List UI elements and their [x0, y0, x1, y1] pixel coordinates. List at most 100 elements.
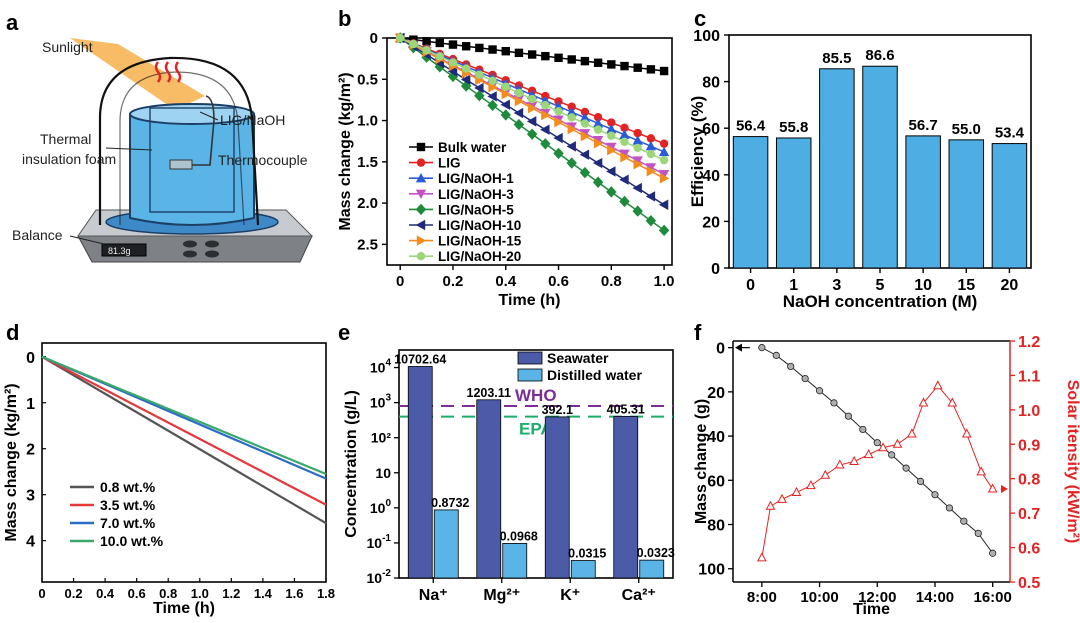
data-point — [619, 195, 630, 208]
data-point — [659, 173, 670, 184]
data-point — [960, 517, 968, 525]
data-point — [541, 51, 550, 61]
y-tick-label: 0 — [711, 261, 720, 278]
data-point — [409, 39, 418, 49]
x-tick-label: K⁺ — [560, 587, 580, 604]
x-tick-label: 0.2 — [443, 273, 464, 290]
y-axis-label: Mass change (kg/m²) — [337, 72, 354, 230]
data-point — [435, 38, 444, 48]
data-point — [863, 449, 874, 459]
data-point — [646, 134, 656, 143]
data-point — [606, 166, 616, 177]
bar-value-label: 0.0323 — [637, 546, 675, 560]
data-point — [806, 480, 816, 490]
data-point — [501, 82, 510, 92]
data-point — [659, 66, 669, 76]
legend-label: LIG/NaOH-20 — [438, 249, 521, 264]
x-tick-label: 10:00 — [800, 589, 838, 606]
heat-wave-icon — [164, 61, 172, 83]
legend-label: LIG — [438, 156, 461, 171]
data-point — [422, 37, 431, 46]
data-point — [540, 124, 550, 135]
y-tick-base: 10 — [370, 500, 386, 516]
x-tick-label: 0.4 — [495, 273, 517, 290]
data-point — [646, 166, 657, 177]
y-tick-label: 0 — [370, 30, 378, 47]
x-axis-label: Time (h) — [499, 292, 561, 309]
x-tick-label: 0 — [38, 586, 45, 601]
y-tick-label-right: 0.8 — [1018, 472, 1040, 489]
reference-line-label: EPA — [519, 420, 553, 439]
data-point — [541, 109, 551, 121]
y-tick-exponent: 0 — [385, 498, 391, 509]
data-point — [541, 100, 550, 110]
x-tick-label: 5 — [876, 277, 885, 294]
legend-label: 7.0 wt.% — [100, 515, 156, 531]
data-point — [607, 118, 616, 127]
data-point — [514, 95, 525, 107]
data-point — [447, 66, 458, 77]
legend-label: 3.5 wt.% — [100, 497, 156, 513]
data-point — [646, 65, 656, 74]
y-tick-label: 3 — [26, 488, 35, 505]
legend-label: Distilled water — [547, 367, 642, 383]
y-tick-label: 4 — [26, 534, 35, 551]
data-point — [658, 199, 669, 210]
data-point — [580, 56, 590, 66]
y-tick-label: 80 — [707, 518, 725, 535]
balance-button — [205, 240, 219, 248]
data-point — [527, 50, 537, 59]
panel-label-a: a — [6, 10, 19, 35]
y-axis-label: Mass change (g) — [693, 399, 710, 524]
data-point — [645, 163, 657, 173]
legend-label: LIG/NaOH-5 — [438, 202, 514, 217]
data-point — [553, 132, 563, 144]
y-tick-label: 20 — [702, 214, 720, 231]
legend-marker — [416, 142, 426, 152]
x-tick-label: 0.8 — [159, 586, 177, 601]
bar — [544, 416, 570, 579]
x-axis-label: NaOH concentration (M) — [783, 292, 978, 311]
x-tick-label: 0.8 — [601, 273, 622, 290]
setup-schematic: Sunlight 81.3g Balance LIG/NaOH Thermal … — [12, 38, 314, 263]
data-point — [592, 176, 604, 188]
legend-marker — [416, 252, 426, 261]
data-point — [620, 152, 630, 163]
data-point — [787, 362, 795, 371]
plot-frame — [398, 349, 674, 579]
data-point — [527, 94, 537, 104]
y-tick-label-right: 0.7 — [1018, 506, 1040, 523]
panel-label-f: f — [694, 320, 702, 345]
bar-value-label: 85.5 — [822, 50, 851, 67]
right-axis-arrow-head — [1001, 485, 1008, 494]
plot-frame — [386, 37, 673, 266]
y-tick-label-right: 1.0 — [1018, 403, 1040, 420]
bar — [570, 560, 596, 579]
foam-label-line2: insulation foam — [22, 151, 116, 167]
y-tick-label: 10-1 — [367, 533, 392, 551]
data-point — [460, 74, 471, 85]
data-point — [607, 60, 616, 69]
plot-frame — [41, 342, 327, 583]
x-tick-label: 1.2 — [222, 586, 240, 601]
data-point — [620, 61, 629, 71]
bar — [905, 135, 941, 269]
data-point — [758, 344, 766, 352]
reference-line-label: WHO — [515, 386, 557, 405]
sample-label: LIG/NaOH — [220, 112, 285, 128]
data-point — [931, 491, 939, 499]
y-tick-label: 1.0 — [357, 113, 378, 130]
data-point — [513, 107, 524, 119]
bar-value-label: 10702.64 — [394, 353, 446, 367]
data-point — [488, 76, 497, 85]
data-point — [592, 118, 604, 128]
data-point — [658, 224, 670, 237]
bar-value-label: 0.8732 — [431, 496, 469, 510]
y-axis-label: Mass change (kg/m²) — [3, 383, 20, 541]
data-point — [567, 124, 577, 135]
heat-wave-icon — [154, 61, 162, 83]
data-point — [645, 141, 657, 151]
chart-d: 0 0.2 0.4 0.6 0.8 1.0 1.2 1.4 1.6 1.8 0 1 2 3 4 Time (h… — [3, 342, 335, 617]
y-tick-exponent: -1 — [382, 533, 391, 544]
data-point — [815, 387, 824, 395]
